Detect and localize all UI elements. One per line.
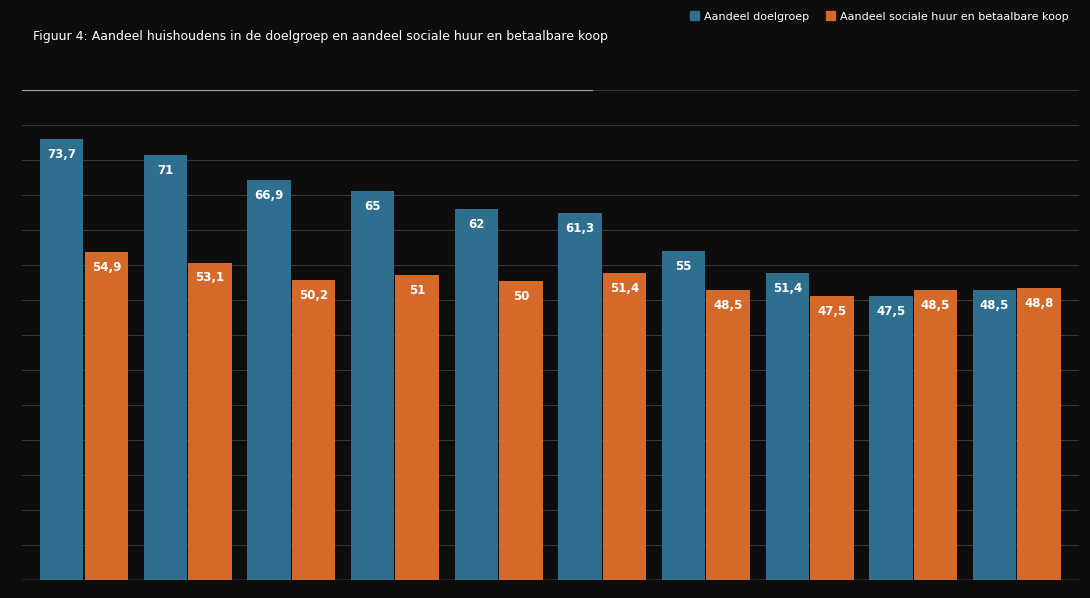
Text: 48,5: 48,5 [714,299,743,312]
Bar [499,281,543,580]
Bar [913,290,957,580]
Bar [810,296,853,580]
Text: 48,5: 48,5 [921,299,950,312]
Text: 51: 51 [409,284,425,297]
Bar [973,290,1016,580]
Text: 55: 55 [676,260,692,273]
Bar [351,191,395,580]
Text: 48,5: 48,5 [980,299,1009,312]
Text: 51,4: 51,4 [610,282,639,295]
Text: 54,9: 54,9 [92,261,121,274]
Text: 53,1: 53,1 [195,271,225,285]
Text: 47,5: 47,5 [876,305,906,318]
Text: 62: 62 [468,218,485,231]
Text: 51,4: 51,4 [773,282,802,295]
Legend: Aandeel doelgroep, Aandeel sociale huur en betaalbare koop: Aandeel doelgroep, Aandeel sociale huur … [686,7,1074,26]
Bar [558,213,602,580]
Bar [869,296,912,580]
Text: 61,3: 61,3 [566,222,594,236]
Text: 50: 50 [512,290,529,303]
Bar [603,273,646,580]
Bar [292,280,336,580]
Text: 73,7: 73,7 [47,148,76,161]
Text: 66,9: 66,9 [254,189,283,202]
Bar [662,251,705,580]
Text: 47,5: 47,5 [818,305,847,318]
Bar [144,155,187,580]
Bar [1017,288,1061,580]
Text: Figuur 4: Aandeel huishoudens in de doelgroep en aandeel sociale huur en betaalb: Figuur 4: Aandeel huishoudens in de doel… [33,30,607,43]
Bar [189,263,232,580]
Bar [706,290,750,580]
Bar [40,139,84,580]
Text: 71: 71 [157,164,173,178]
Bar [396,275,439,580]
Text: 65: 65 [364,200,380,213]
Bar [765,273,809,580]
Bar [247,180,291,580]
Text: 50,2: 50,2 [299,289,328,302]
Bar [85,252,128,580]
Bar [455,209,498,580]
Text: 48,8: 48,8 [1025,297,1054,310]
